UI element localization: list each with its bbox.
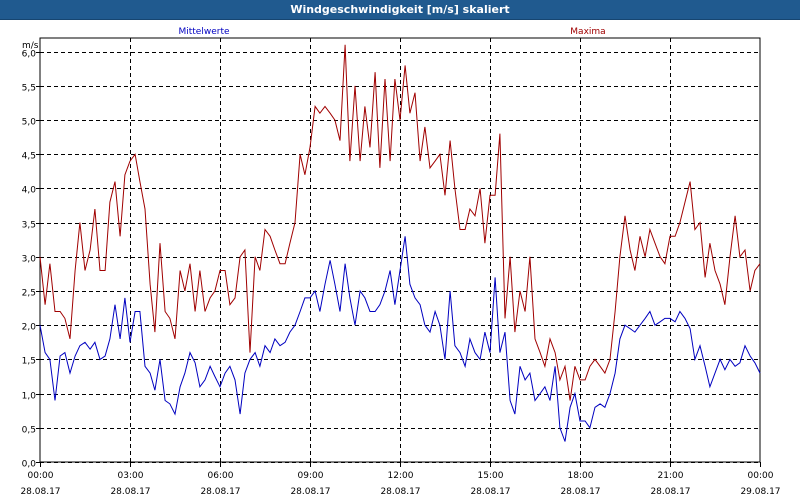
legend-label-maxima: Maxima (570, 27, 605, 37)
wind-speed-chart: 0,0 0,5 1,0 1,5 2,0 2,5 3,0 3,5 4,0 4,5 5,0 5,5 6,0m… (20, 27, 780, 497)
x-tick-time-label: 00:00 (748, 471, 774, 481)
y-tick-label: 2,5 (22, 289, 36, 299)
y-tick-label: 1,5 (22, 357, 36, 367)
y-tick-label: 4,5 (22, 152, 36, 162)
chart-title: Windgeschwindigkeit [m/s] skaliert (290, 3, 510, 16)
x-tick-date-label: 28.08.17 (200, 487, 240, 497)
y-tick-label: 3,5 (22, 221, 36, 231)
x-tick-date-label: 28.08.17 (110, 487, 150, 497)
x-tick-time-label: 21:00 (658, 471, 684, 481)
y-tick-label: 3,0 (22, 255, 37, 265)
x-tick-date-label: 28.08.17 (20, 487, 60, 497)
x-tick-time-label: 03:00 (118, 471, 144, 481)
x-tick-time-label: 00:00 (28, 471, 54, 481)
y-tick-label: 5,0 (22, 118, 37, 128)
series-line-maxima (39, 44, 761, 401)
chart-title-bar: Windgeschwindigkeit [m/s] skaliert (0, 0, 800, 20)
y-tick-label: 5,5 (22, 84, 36, 94)
x-tick-date-label: 28.08.17 (560, 487, 600, 497)
y-axis-label: m/s (22, 41, 39, 51)
x-tick-date-label: 28.08.17 (380, 487, 420, 497)
series-line-mittelwerte (39, 236, 761, 442)
x-tick-time-label: 15:00 (478, 471, 504, 481)
x-tick-time-label: 12:00 (388, 471, 414, 481)
x-tick-date-label: 28.08.17 (650, 487, 690, 497)
legend-label-mittelwerte: Mittelwerte (178, 27, 229, 37)
x-tick-date-label: 29.08.17 (740, 487, 780, 497)
y-tick-label: 0,0 (22, 460, 37, 470)
x-tick-date-label: 28.08.17 (290, 487, 330, 497)
y-tick-label: 0,5 (22, 426, 36, 436)
x-tick-time-label: 06:00 (208, 471, 234, 481)
y-tick-label: 4,0 (22, 186, 37, 196)
x-tick-time-label: 09:00 (298, 471, 324, 481)
y-tick-label: 2,0 (22, 323, 37, 333)
y-tick-label: 6,0 (22, 50, 37, 60)
x-tick-date-label: 28.08.17 (470, 487, 510, 497)
y-tick-label: 1,0 (22, 392, 37, 402)
x-tick-time-label: 18:00 (568, 471, 594, 481)
